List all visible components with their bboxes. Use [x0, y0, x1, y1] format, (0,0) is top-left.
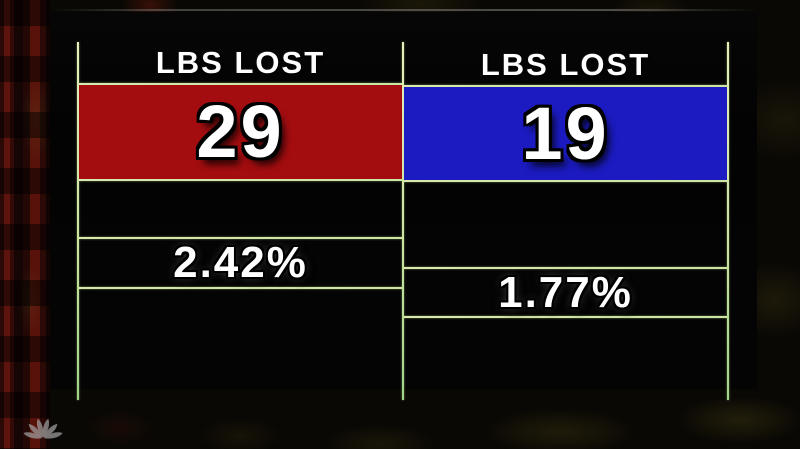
nbc-peacock-icon [20, 402, 66, 440]
grid-line [727, 42, 729, 400]
grid-line [404, 267, 727, 269]
left-percent-cell: 2.42% [79, 239, 402, 287]
screen-top-edge [52, 9, 755, 11]
left-lbs-lost-value: 29 [196, 90, 285, 173]
grid-line [79, 287, 402, 289]
left-panel-header: LBS LOST [79, 43, 402, 83]
right-percent-cell: 1.77% [404, 269, 727, 316]
grid-line [79, 179, 402, 181]
lbs-lost-label: LBS LOST [155, 45, 326, 80]
left-percent-value: 2.42% [173, 238, 308, 287]
left-lbs-lost-banner: 29 [79, 85, 402, 179]
lbs-lost-label: LBS LOST [480, 47, 651, 82]
grid-line [79, 237, 402, 239]
scoreboard-screen: LBS LOST 29 2.42% LBS LOST 19 1.77% [50, 9, 757, 400]
right-lbs-lost-banner: 19 [404, 87, 727, 180]
right-percent-value: 1.77% [498, 267, 633, 317]
grid-line [77, 42, 79, 400]
red-scaffold-structure [0, 0, 50, 449]
grid-line [402, 42, 404, 400]
grid-line [404, 316, 727, 318]
grid-line [79, 83, 402, 85]
right-panel-header: LBS LOST [404, 45, 727, 85]
grid-line [404, 85, 727, 87]
grid-line [404, 180, 727, 182]
right-lbs-lost-value: 19 [521, 91, 610, 175]
